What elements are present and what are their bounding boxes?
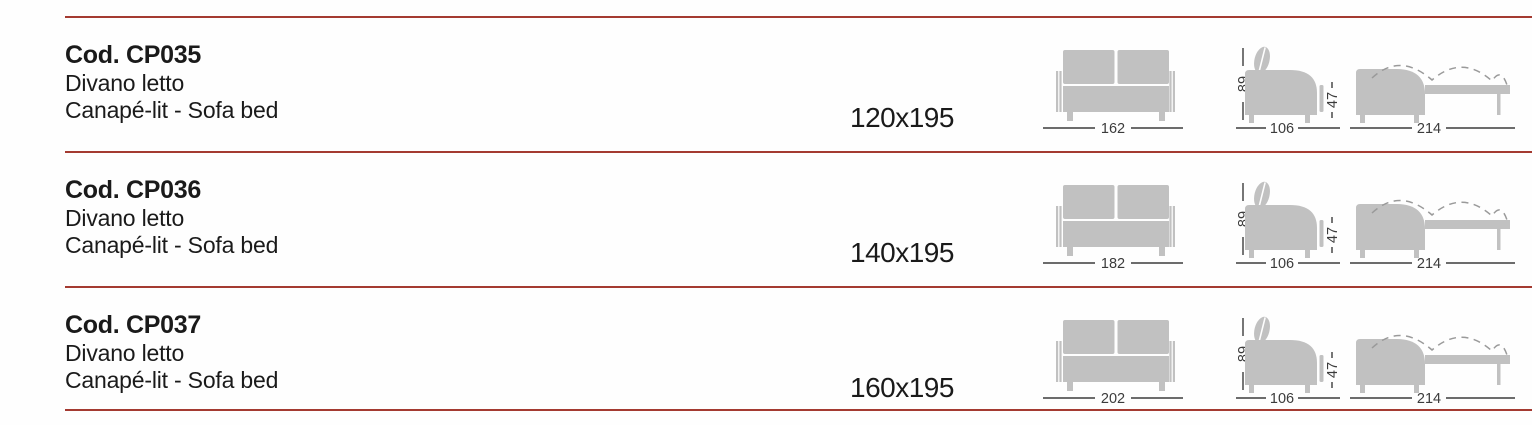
open-length-dimension: 214 xyxy=(1350,391,1515,407)
front-width-label: 202 xyxy=(1101,391,1125,407)
bed-height-label: 47 xyxy=(1325,227,1341,243)
depth-label: 106 xyxy=(1270,256,1294,272)
front-width-label: 162 xyxy=(1101,121,1125,137)
sofa-side-shape xyxy=(1245,46,1324,123)
depth-dimension: 106 xyxy=(1236,121,1340,137)
depth-label: 106 xyxy=(1270,121,1294,137)
product-row-cp035: Cod. CP035 Divano letto Canapé-lit - Sof… xyxy=(65,16,1532,151)
bed-height-dimension: 47 xyxy=(1325,217,1341,253)
mattress-size: 160x195 xyxy=(850,372,954,403)
front-width-label: 182 xyxy=(1101,256,1125,272)
sofa-bed-open-icon: 214 xyxy=(1350,199,1515,272)
sofa-side-icon: 89 47 106 xyxy=(1236,316,1341,407)
sofa-front-icon: 162 xyxy=(1043,50,1183,137)
bed-height-label: 47 xyxy=(1325,92,1341,108)
depth-dimension: 106 xyxy=(1236,391,1340,407)
open-length-label: 214 xyxy=(1417,256,1441,272)
product-row-cp037: Cod. CP037 Divano letto Canapé-lit - Sof… xyxy=(65,286,1532,411)
sofa-bed-open-icon: 214 xyxy=(1350,334,1515,407)
front-width-dimension: 202 xyxy=(1043,391,1183,407)
product-name-fr-en: Canapé-lit - Sofa bed xyxy=(65,232,279,258)
sofa-front-shape xyxy=(1056,50,1175,121)
sofa-side-shape xyxy=(1245,316,1324,393)
product-row-cp036: Cod. CP036 Divano letto Canapé-lit - Sof… xyxy=(65,151,1532,286)
sofa-bed-open-shape xyxy=(1356,199,1510,258)
product-name-fr-en: Canapé-lit - Sofa bed xyxy=(65,97,279,123)
open-length-dimension: 214 xyxy=(1350,121,1515,137)
sofa-front-shape xyxy=(1056,185,1175,256)
bed-height-label: 47 xyxy=(1325,362,1341,378)
sofa-front-icon: 202 xyxy=(1043,320,1183,407)
product-info: Cod. CP037 Divano letto Canapé-lit - Sof… xyxy=(65,310,278,394)
sofa-bed-open-icon: 214 xyxy=(1350,64,1515,137)
sofa-bed-open-shape xyxy=(1356,64,1510,123)
open-length-label: 214 xyxy=(1417,391,1441,407)
sofa-side-shape xyxy=(1245,181,1324,258)
bed-height-dimension: 47 xyxy=(1325,82,1341,118)
bed-height-dimension: 47 xyxy=(1325,352,1341,388)
spec-sheet: Cod. CP035 Divano letto Canapé-lit - Sof… xyxy=(65,16,1532,411)
depth-dimension: 106 xyxy=(1236,256,1340,272)
mattress-size: 120x195 xyxy=(850,102,954,133)
product-code: Cod. CP037 xyxy=(65,311,201,339)
product-code: Cod. CP036 xyxy=(65,176,201,204)
sofa-side-icon: 89 47 106 xyxy=(1236,181,1341,272)
open-length-label: 214 xyxy=(1417,121,1441,137)
open-length-dimension: 214 xyxy=(1350,256,1515,272)
front-width-dimension: 182 xyxy=(1043,256,1183,272)
front-width-dimension: 162 xyxy=(1043,121,1183,137)
product-info: Cod. CP036 Divano letto Canapé-lit - Sof… xyxy=(65,175,278,259)
depth-label: 106 xyxy=(1270,391,1294,407)
product-name-fr-en: Canapé-lit - Sofa bed xyxy=(65,367,279,393)
sofa-front-icon: 182 xyxy=(1043,185,1183,272)
sofa-bed-open-shape xyxy=(1356,334,1510,393)
sofa-side-icon: 89 47 106 xyxy=(1236,46,1341,137)
product-name-it: Divano letto xyxy=(65,70,185,96)
product-name-it: Divano letto xyxy=(65,205,185,231)
mattress-size: 140x195 xyxy=(850,237,954,268)
product-name-it: Divano letto xyxy=(65,340,185,366)
sofa-front-shape xyxy=(1056,320,1175,391)
product-code: Cod. CP035 xyxy=(65,41,201,69)
product-info: Cod. CP035 Divano letto Canapé-lit - Sof… xyxy=(65,40,278,124)
